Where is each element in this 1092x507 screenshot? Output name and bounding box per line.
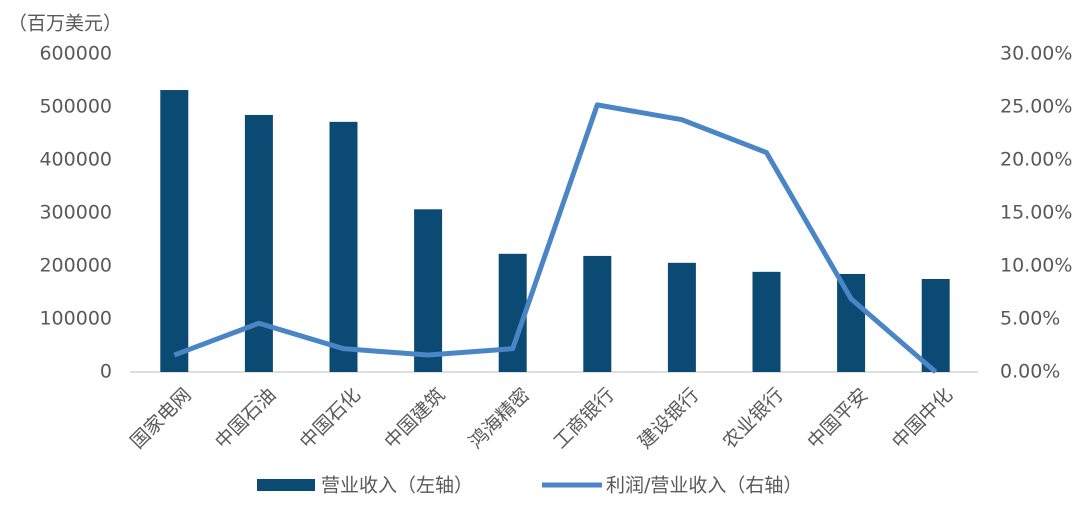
x-tick-label: 中国石油 xyxy=(211,384,280,453)
y2-tick-label: 10.00% xyxy=(1000,255,1072,277)
y-axis-title: （百万美元） xyxy=(8,13,122,35)
bar xyxy=(667,262,696,372)
bar xyxy=(329,121,358,372)
y-tick-label: 400000 xyxy=(39,149,112,171)
y2-tick-label: 15.00% xyxy=(1000,202,1072,224)
bar xyxy=(921,278,950,372)
y2-tick-label: 0.00% xyxy=(1000,361,1060,383)
bar xyxy=(837,273,866,372)
legend-swatch xyxy=(257,479,315,491)
y-tick-label: 300000 xyxy=(39,202,112,224)
y2-tick-label: 30.00% xyxy=(1000,43,1072,65)
x-tick-label: 农业银行 xyxy=(719,384,788,453)
x-tick-label: 工商银行 xyxy=(549,384,618,453)
bar xyxy=(498,253,527,372)
x-tick-label: 中国中化 xyxy=(888,384,957,453)
bar xyxy=(160,90,189,372)
legend-label: 营业收入（左轴） xyxy=(321,475,473,497)
line xyxy=(173,102,938,374)
bar xyxy=(244,114,273,372)
y-tick-label: 100000 xyxy=(39,308,112,330)
x-tick-label: 国家电网 xyxy=(126,384,195,453)
x-tick-label: 中国平安 xyxy=(803,384,872,453)
x-tick-label: 中国建筑 xyxy=(380,384,449,453)
y-tick-label: 0 xyxy=(100,361,112,383)
y2-tick-label: 20.00% xyxy=(1000,149,1072,171)
y-tick-label: 600000 xyxy=(39,43,112,65)
x-tick-label: 鸿海精密 xyxy=(465,384,534,453)
legend-label: 利润/营业收入（右轴） xyxy=(606,475,802,497)
bar xyxy=(414,209,443,372)
y2-tick-label: 5.00% xyxy=(1000,308,1060,330)
bar xyxy=(752,271,781,372)
x-tick-label: 建设银行 xyxy=(634,384,703,453)
bar xyxy=(583,255,612,372)
y2-tick-label: 25.00% xyxy=(1000,96,1072,118)
x-tick-label: 中国石化 xyxy=(296,384,365,453)
y-tick-label: 500000 xyxy=(39,96,112,118)
y-tick-label: 200000 xyxy=(39,255,112,277)
